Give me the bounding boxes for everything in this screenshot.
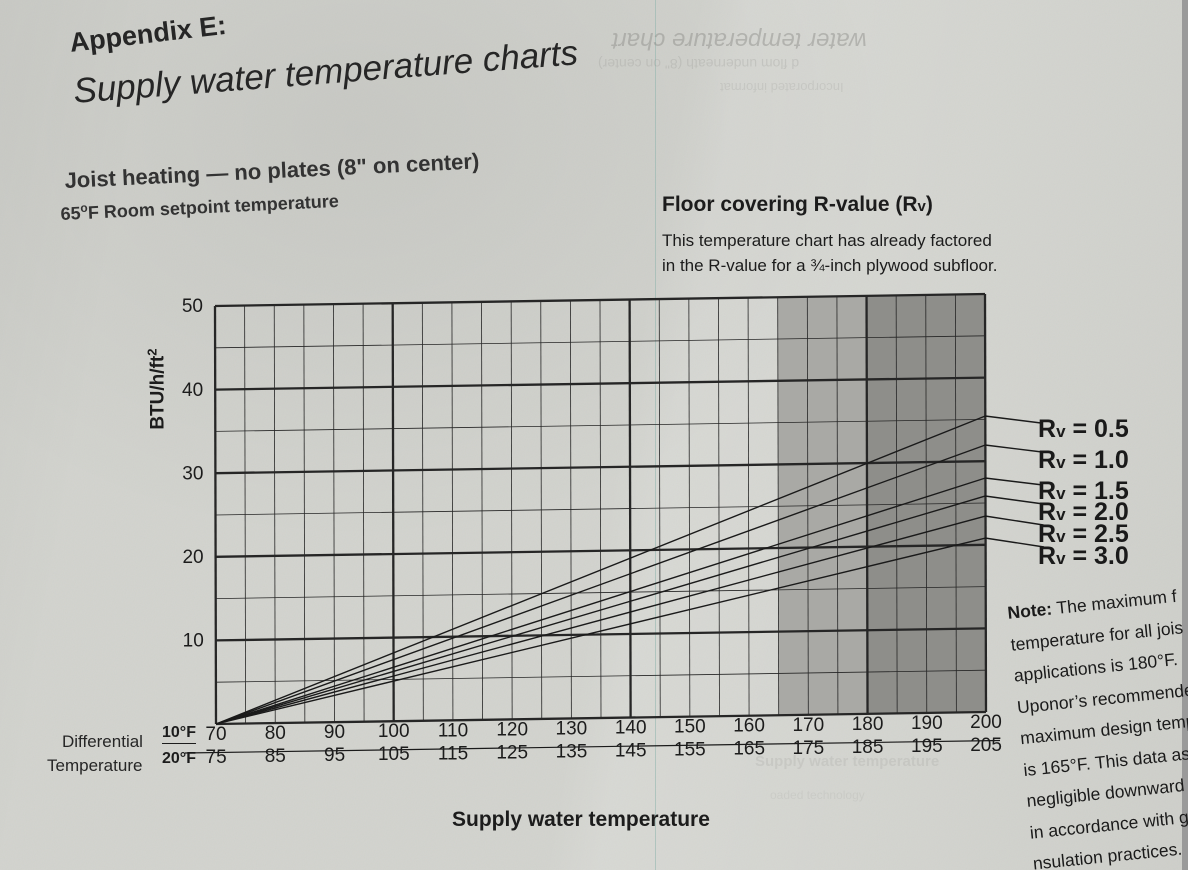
svg-text:50: 50 — [182, 296, 203, 317]
svg-text:195: 195 — [911, 736, 943, 757]
svg-text:170: 170 — [792, 715, 824, 736]
svg-text:75: 75 — [206, 747, 227, 768]
svg-text:145: 145 — [615, 741, 647, 762]
svg-text:130: 130 — [556, 719, 588, 740]
svg-text:105: 105 — [378, 744, 410, 765]
svg-text:205: 205 — [970, 735, 1002, 756]
svg-text:10: 10 — [183, 631, 204, 652]
svg-text:90: 90 — [324, 722, 345, 743]
svg-text:115: 115 — [438, 743, 468, 764]
svg-text:40: 40 — [182, 380, 203, 401]
svg-text:135: 135 — [556, 742, 588, 763]
svg-text:165: 165 — [733, 739, 765, 760]
svg-text:140: 140 — [615, 718, 647, 739]
svg-text:185: 185 — [852, 737, 884, 758]
svg-text:150: 150 — [674, 717, 706, 738]
svg-text:70: 70 — [205, 724, 226, 745]
svg-text:200: 200 — [970, 712, 1002, 733]
svg-text:100: 100 — [378, 721, 410, 742]
svg-text:80: 80 — [265, 723, 286, 744]
svg-text:95: 95 — [324, 745, 345, 766]
svg-text:190: 190 — [911, 713, 943, 734]
svg-text:160: 160 — [733, 716, 765, 737]
svg-text:20: 20 — [182, 547, 203, 568]
svg-text:180: 180 — [852, 714, 884, 735]
svg-text:175: 175 — [793, 738, 825, 759]
svg-text:30: 30 — [182, 463, 203, 484]
svg-text:85: 85 — [265, 746, 286, 767]
svg-text:125: 125 — [496, 742, 528, 763]
svg-text:120: 120 — [496, 719, 528, 740]
svg-text:155: 155 — [674, 740, 706, 761]
svg-text:110: 110 — [438, 720, 468, 741]
